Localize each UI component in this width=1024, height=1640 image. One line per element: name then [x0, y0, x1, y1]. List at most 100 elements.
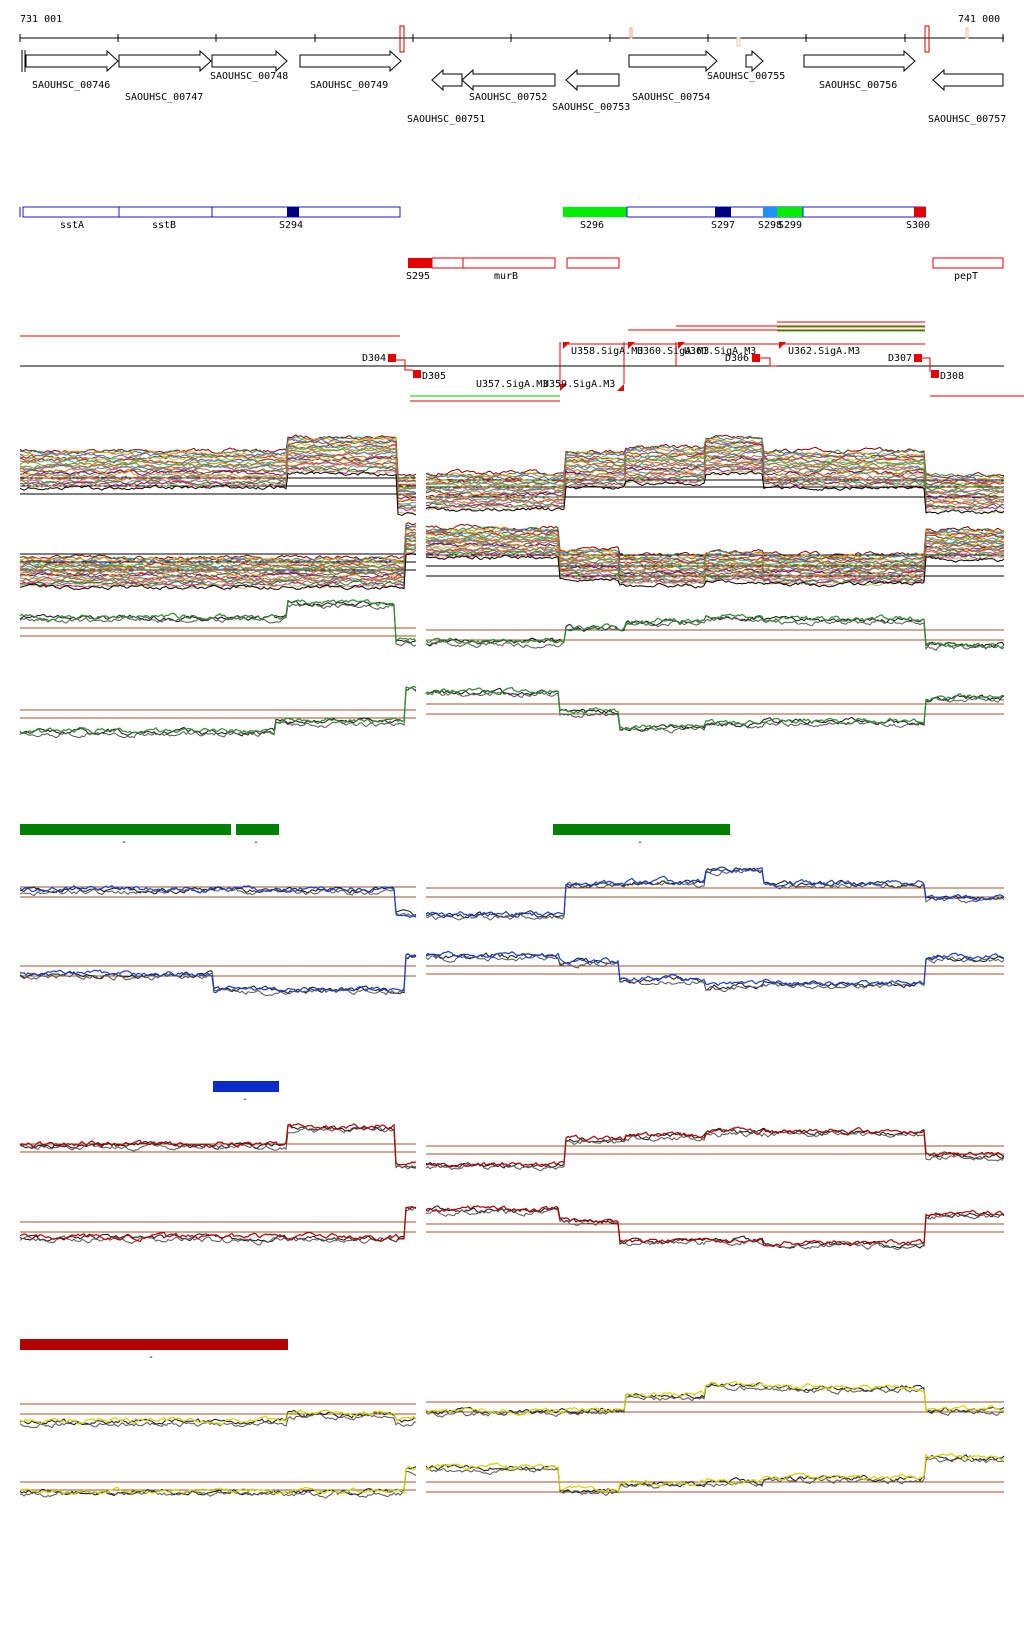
condition-block[interactable]: [553, 824, 730, 835]
condition-block[interactable]: [20, 824, 231, 835]
segment-highlight[interactable]: [287, 207, 299, 217]
gene-arrow[interactable]: [803, 49, 916, 73]
segment-box[interactable]: [431, 257, 464, 269]
expression-trace: [425, 613, 1005, 649]
axis-marker: [629, 27, 633, 39]
segment-highlight[interactable]: [763, 207, 777, 217]
expression-trace: [19, 524, 417, 563]
expression-trace: [425, 1204, 1005, 1248]
segment-highlight[interactable]: [563, 207, 627, 217]
tu-marker[interactable]: [388, 354, 396, 362]
segment-highlight[interactable]: [408, 258, 432, 268]
tu-label: D304: [362, 353, 386, 364]
expression-trace: [19, 553, 417, 591]
expression-trace: [425, 457, 1005, 502]
gene-arrow[interactable]: [299, 49, 402, 73]
tu-markers: [388, 342, 939, 391]
expression-trace: [425, 548, 1005, 582]
tu-label: D308: [940, 371, 964, 382]
tu-marker[interactable]: [752, 354, 760, 362]
segment-label: S295: [406, 271, 430, 282]
expression-trace: [425, 1453, 1005, 1493]
axis-ticks: [19, 34, 1004, 42]
condition-block[interactable]: [20, 1339, 288, 1350]
segment-box[interactable]: [462, 257, 556, 269]
gene-arrow[interactable]: [565, 68, 620, 92]
gene-track: [21, 49, 1004, 92]
expression-trace: [425, 465, 1005, 509]
expression-trace: [425, 1381, 1004, 1416]
tu-label: U359.SigA.M3: [543, 379, 615, 390]
axis-marker: [924, 25, 930, 53]
expression-trace: [425, 461, 1005, 505]
expression-trace: [425, 439, 1005, 484]
expression-trace: [19, 542, 417, 579]
expression-trace: [425, 549, 1005, 584]
tu-marker[interactable]: [413, 370, 421, 378]
expression-trace: [19, 533, 417, 574]
expression-trace: [425, 454, 1005, 499]
expression-trace: [19, 527, 417, 567]
tu-label: D307: [888, 353, 912, 364]
expression-trace: [425, 454, 1005, 498]
tu-connector: [396, 359, 413, 371]
segment-highlight[interactable]: [914, 207, 926, 217]
expression-trace: [425, 867, 1005, 918]
tu-marker[interactable]: [779, 342, 786, 349]
gene-arrow[interactable]: [118, 49, 212, 73]
expression-trace: [425, 616, 1005, 651]
gene-arrow[interactable]: [211, 49, 288, 73]
expression-trace: [19, 1205, 417, 1243]
tu-marker[interactable]: [678, 342, 685, 349]
segment-label: S296: [580, 220, 604, 231]
segment-highlight[interactable]: [715, 207, 731, 217]
gene-arrow[interactable]: [628, 49, 718, 73]
expression-trace: [19, 954, 417, 995]
gene-arrow[interactable]: [461, 68, 556, 92]
tu-marker[interactable]: [914, 354, 922, 362]
tu-marker[interactable]: [560, 384, 567, 391]
gene-labels: SAOUHSC_00746 SAOUHSC_00747 SAOUHSC_0074…: [32, 71, 1006, 125]
expression-trace: [425, 1130, 1005, 1172]
gene-arrow[interactable]: [431, 68, 463, 92]
tu-marker[interactable]: [563, 342, 570, 349]
axis-marker: [965, 27, 969, 39]
expression-trace: [19, 953, 417, 994]
expression-trace: [19, 436, 417, 479]
expression-trace: [19, 454, 417, 499]
expression-trace: [425, 529, 1005, 564]
expression-trace: [425, 539, 1005, 575]
tu-label: U362.SigA.M3: [788, 346, 860, 357]
expression-trace: [19, 1206, 417, 1246]
axis-end-label: 741 000: [958, 14, 1000, 25]
expression-tracks: [19, 434, 1005, 1499]
gene-label: SAOUHSC_00754: [632, 92, 710, 103]
segment-box[interactable]: [566, 257, 620, 269]
tu-marker[interactable]: [931, 370, 939, 378]
expression-trace: [425, 950, 1005, 987]
segment-label: sstB: [152, 220, 176, 231]
condition-mark: -: [121, 837, 127, 848]
tu-marker[interactable]: [628, 342, 635, 349]
expression-trace: [425, 535, 1005, 571]
condition-block[interactable]: [236, 824, 279, 835]
gene-label: SAOUHSC_00757: [928, 114, 1006, 125]
segment-label: sstA: [60, 220, 84, 231]
condition-block[interactable]: [213, 1081, 279, 1092]
segment-box[interactable]: [932, 257, 1004, 269]
gene-arrow[interactable]: [745, 49, 764, 73]
expression-trace: [19, 443, 417, 487]
gene-arrow[interactable]: [932, 68, 1004, 92]
tu-marker[interactable]: [617, 384, 624, 391]
expression-trace: [425, 532, 1005, 568]
condition-blocks: - - - - -: [20, 824, 730, 1363]
expression-trace: [19, 534, 417, 573]
segment-highlight[interactable]: [777, 207, 803, 217]
expression-trace: [19, 1123, 417, 1166]
expression-trace: [19, 687, 417, 739]
gene-arrow[interactable]: [25, 49, 119, 73]
expression-trace: [425, 1126, 1005, 1168]
transcript-track: D304 U358.SigA.M3 U360.SigA.M3 U361.SigA…: [20, 321, 1024, 402]
expression-trace: [19, 884, 417, 918]
